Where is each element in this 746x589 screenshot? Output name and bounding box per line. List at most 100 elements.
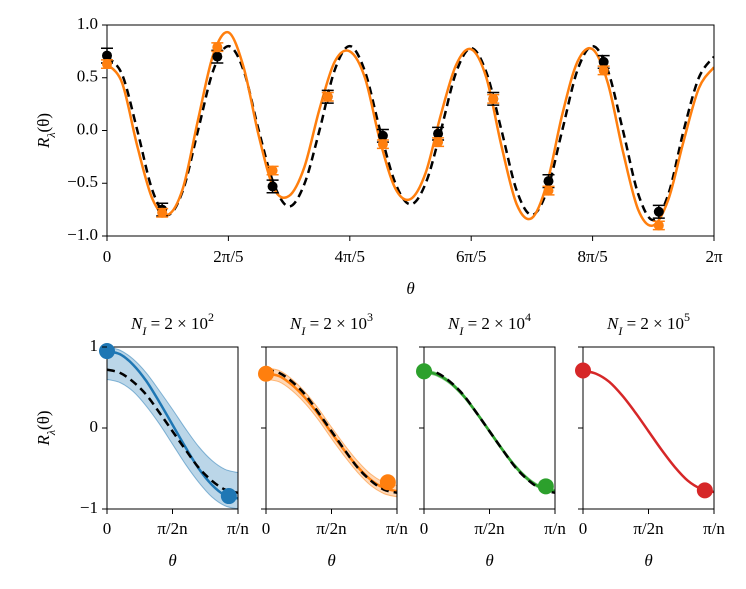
- y-axis-label-rest: (θ): [34, 410, 53, 429]
- panel-title-sup: 5: [684, 310, 690, 324]
- plot-area: [107, 30, 714, 228]
- data-point: [598, 65, 609, 76]
- plot-area: [424, 368, 555, 495]
- x-tick-label: π/2n: [157, 519, 188, 538]
- y-tick-label: 1.0: [77, 14, 98, 33]
- y-tick-label: −1: [80, 498, 98, 517]
- panel-title-rest: = 2 × 10: [463, 314, 525, 333]
- data-point: [212, 51, 223, 62]
- x-tick-label: 2π: [705, 247, 723, 266]
- reference-curve: [266, 368, 397, 495]
- fit-curve: [107, 30, 714, 228]
- data-point: [212, 42, 223, 53]
- x-tick-label: π/n: [386, 519, 408, 538]
- x-tick-label: 8π/5: [577, 247, 607, 266]
- data-point: [102, 59, 112, 70]
- endpoint: [416, 363, 432, 380]
- reference-curve: [107, 368, 238, 495]
- data-point: [102, 50, 112, 61]
- y-tick-label: 1: [90, 336, 99, 355]
- fit-curve: [107, 349, 238, 500]
- data-point: [653, 206, 664, 217]
- x-tick-label: 0: [420, 519, 429, 538]
- data-point: [433, 128, 444, 139]
- endpoint: [575, 362, 591, 379]
- panel-title: NI = 2 × 102: [130, 310, 214, 338]
- x-axis-label: θ: [644, 551, 652, 570]
- data-point: [488, 93, 499, 104]
- reference-curve: [424, 368, 555, 495]
- x-tick-label: π/2n: [633, 519, 664, 538]
- y-tick-label: −1.0: [67, 225, 98, 244]
- data-point: [377, 130, 388, 141]
- endpoint: [379, 474, 396, 491]
- panel-title-rest: = 2 × 10: [146, 314, 208, 333]
- x-tick-label: 0: [103, 519, 112, 538]
- panel-title-base: N: [289, 314, 303, 333]
- panel-title: NI = 2 × 103: [289, 310, 373, 338]
- x-tick-label: π/2n: [316, 519, 347, 538]
- x-tick-label: π/n: [227, 519, 249, 538]
- data-point: [543, 185, 554, 196]
- x-tick-label: 6π/5: [456, 247, 486, 266]
- data-point: [598, 56, 609, 67]
- data-point: [157, 207, 168, 218]
- endpoint: [696, 482, 713, 499]
- x-axis-label: θ: [406, 279, 414, 298]
- x-axis-label: θ: [485, 551, 493, 570]
- panel-title-rest: = 2 × 10: [622, 314, 684, 333]
- data-point: [267, 181, 278, 192]
- plot-area: [266, 367, 397, 498]
- x-tick-label: π/2n: [474, 519, 505, 538]
- endpoint: [258, 365, 274, 382]
- panel-title-base: N: [130, 314, 144, 333]
- data-point: [377, 139, 388, 150]
- y-axis-label-base: R: [34, 435, 53, 447]
- data-point: [653, 220, 664, 231]
- panel-title: NI = 2 × 104: [447, 310, 531, 338]
- endpoint: [220, 488, 237, 505]
- y-axis-label-rest: (θ): [34, 113, 53, 132]
- plot-area: [107, 347, 238, 509]
- panel-title-sub: I: [458, 324, 464, 338]
- y-axis-label: Rλ(θ): [34, 113, 58, 149]
- panel-title-rest: = 2 × 10: [305, 314, 367, 333]
- panel-title-base: N: [447, 314, 461, 333]
- panel-title-sup: 2: [208, 310, 214, 324]
- panel-title-sub: I: [617, 324, 623, 338]
- x-tick-label: 2π/5: [213, 247, 243, 266]
- panel-title-sub: I: [141, 324, 147, 338]
- panel-title-base: N: [606, 314, 620, 333]
- uncertainty-band: [107, 347, 238, 509]
- x-tick-label: 4π/5: [335, 247, 365, 266]
- x-tick-label: 0: [579, 519, 588, 538]
- panel-title: NI = 2 × 105: [606, 310, 690, 338]
- x-tick-label: 0: [262, 519, 271, 538]
- data-point: [543, 176, 554, 187]
- data-point: [267, 165, 278, 176]
- fit-curve: [583, 369, 714, 494]
- panel-title-sup: 4: [525, 310, 531, 324]
- y-axis-label-sub: λ: [44, 132, 58, 138]
- y-axis-label-sub: λ: [44, 430, 58, 436]
- panel-title-sup: 3: [367, 310, 373, 324]
- y-axis-label-base: R: [34, 137, 53, 149]
- x-tick-label: π/n: [544, 519, 566, 538]
- panel-title-sub: I: [300, 324, 306, 338]
- reference-curve: [107, 44, 714, 222]
- endpoint: [99, 343, 115, 360]
- endpoint: [537, 478, 554, 495]
- data-point: [322, 91, 333, 102]
- x-axis-label: θ: [168, 551, 176, 570]
- data-point: [433, 137, 444, 148]
- x-tick-label: π/n: [703, 519, 725, 538]
- x-axis-label: θ: [327, 551, 335, 570]
- y-tick-label: 0.0: [77, 119, 98, 138]
- y-tick-label: 0.5: [77, 67, 98, 86]
- y-tick-label: −0.5: [67, 172, 98, 191]
- plot-area: [583, 369, 714, 494]
- y-tick-label: 0: [90, 417, 99, 436]
- y-axis-label: Rλ(θ): [34, 410, 58, 446]
